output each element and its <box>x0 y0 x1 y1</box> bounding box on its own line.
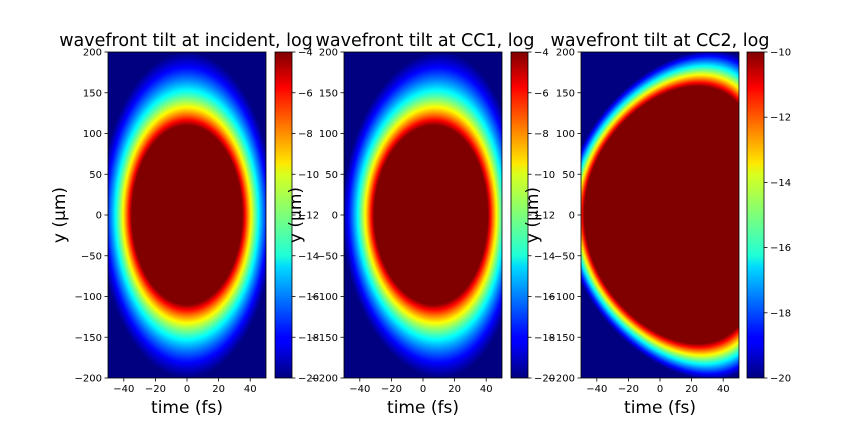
y-tick-label: −100 <box>548 292 575 303</box>
x-tick-label: −40 <box>349 384 370 395</box>
x-tick-label: −40 <box>586 384 607 395</box>
y-tick-label: 0 <box>332 211 338 222</box>
y-tick-label: 50 <box>325 170 338 181</box>
colorbar-tick-label: −16 <box>534 292 555 303</box>
y-tick-label: −200 <box>548 374 575 385</box>
colorbar-tick-label: −16 <box>770 243 791 254</box>
colorbar-gradient <box>747 52 764 378</box>
y-tick-label: 100 <box>83 129 102 140</box>
colorbar-tick-label: −14 <box>770 178 791 189</box>
colorbar-tick-label: −14 <box>298 251 319 262</box>
x-tick-label: 0 <box>420 384 426 395</box>
y-tick-label: −150 <box>311 333 338 344</box>
x-tick-label: 20 <box>448 384 461 395</box>
x-tick-label: 40 <box>244 384 257 395</box>
y-tick-label: −200 <box>75 374 102 385</box>
x-tick-label: 0 <box>184 384 190 395</box>
colorbar-tick-label: −18 <box>770 308 791 319</box>
heatmap-panel-1: −40 −20 0 20 40200150100500−50−100−150−200wa… <box>50 31 319 418</box>
colorbar-tick-label: −20 <box>770 374 791 385</box>
colorbar-tick-label: −18 <box>298 333 319 344</box>
colorbar-tick-label: −10 <box>770 48 791 59</box>
y-axis-label: y (μm) <box>286 187 306 243</box>
colorbar-tick-label: −14 <box>534 251 555 262</box>
x-tick-label: −20 <box>381 384 402 395</box>
heatmap-image <box>581 52 739 378</box>
y-tick-label: −50 <box>317 251 338 262</box>
colorbar-tick-label: −12 <box>298 211 319 222</box>
x-tick-label: −40 <box>113 384 134 395</box>
colorbar-gradient <box>275 52 292 378</box>
colorbar-tick-label: −8 <box>534 129 549 140</box>
chart-title: wavefront tilt at CC1, log <box>316 31 535 51</box>
y-tick-label: 200 <box>319 48 338 59</box>
y-tick-label: 0 <box>96 211 102 222</box>
chart-title: wavefront tilt at CC2, log <box>551 31 770 51</box>
colorbar-tick-label: −20 <box>534 374 555 385</box>
y-tick-label: 150 <box>556 88 575 99</box>
y-axis-label: y (μm) <box>523 187 543 243</box>
x-tick-label: 40 <box>717 384 730 395</box>
y-tick-label: 50 <box>562 170 575 181</box>
colorbar-tick-label: −10 <box>534 170 555 181</box>
y-axis-label: y (μm) <box>50 187 70 243</box>
colorbar-tick-label: −20 <box>298 374 319 385</box>
heatmap-image <box>344 52 502 378</box>
y-tick-label: −50 <box>554 251 575 262</box>
y-tick-label: 200 <box>83 48 102 59</box>
colorbar-tick-label: −6 <box>298 88 313 99</box>
x-axis-label: time (fs) <box>387 398 459 418</box>
heatmap-panel-3: −40 −20 0 20 40200150100500−50−100−150−200wa… <box>523 31 791 418</box>
colorbar-tick-label: −16 <box>298 292 319 303</box>
colorbar-tick-label: −12 <box>534 211 555 222</box>
colorbar-tick-label: −8 <box>298 129 313 140</box>
x-tick-label: −20 <box>618 384 639 395</box>
colorbar-frame <box>746 51 765 379</box>
colorbar-tick-label: −6 <box>534 88 549 99</box>
chart-title: wavefront tilt at incident, log <box>59 31 313 51</box>
x-tick-label: 20 <box>212 384 225 395</box>
y-tick-label: −200 <box>311 374 338 385</box>
heatmap-panel-2: −40 −20 0 20 40200150100500−50−100−150−200wa… <box>286 31 555 418</box>
y-tick-label: 200 <box>556 48 575 59</box>
y-tick-label: −150 <box>75 333 102 344</box>
colorbar-tick-label: −4 <box>534 48 549 59</box>
colorbar-tick-label: −12 <box>770 113 791 124</box>
x-tick-label: 20 <box>685 384 698 395</box>
x-tick-label: 40 <box>480 384 493 395</box>
y-tick-label: −150 <box>548 333 575 344</box>
y-tick-label: −100 <box>311 292 338 303</box>
colorbar-tick-label: −4 <box>298 48 313 59</box>
x-axis-label: time (fs) <box>151 398 223 418</box>
y-tick-label: −50 <box>81 251 102 262</box>
x-tick-label: −20 <box>145 384 166 395</box>
y-tick-label: 50 <box>89 170 102 181</box>
y-tick-label: 150 <box>319 88 338 99</box>
y-tick-label: −100 <box>75 292 102 303</box>
y-tick-label: 100 <box>556 129 575 140</box>
colorbar-tick-label: −18 <box>534 333 555 344</box>
x-tick-label: 0 <box>657 384 663 395</box>
y-tick-label: 0 <box>569 211 575 222</box>
y-tick-label: 150 <box>83 88 102 99</box>
x-axis-label: time (fs) <box>624 398 696 418</box>
colorbar-gradient <box>511 52 528 378</box>
heatmap-image <box>108 52 266 378</box>
y-tick-label: 100 <box>319 129 338 140</box>
colorbar-tick-label: −10 <box>298 170 319 181</box>
